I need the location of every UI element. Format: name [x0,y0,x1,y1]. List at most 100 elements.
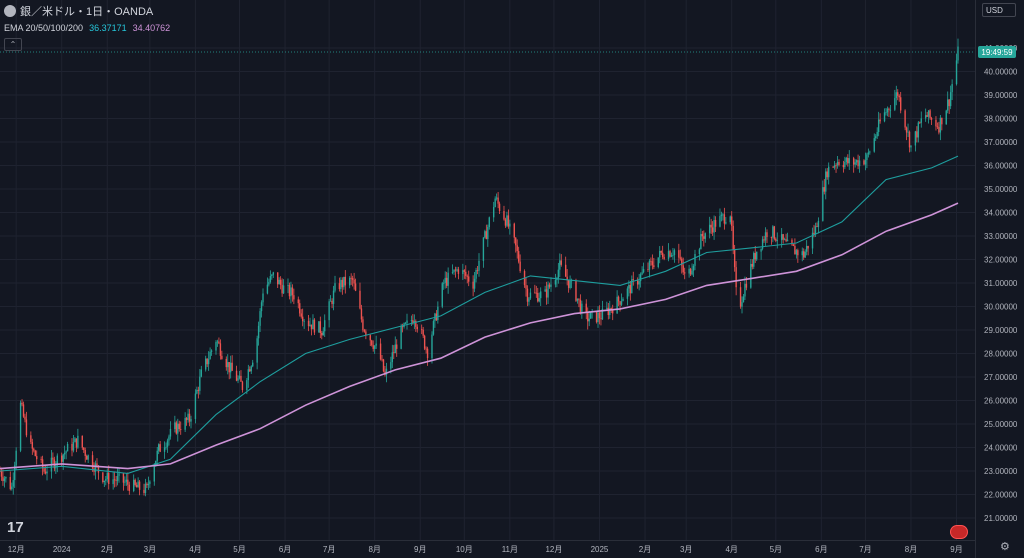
candle-body [404,322,407,324]
candle-body [157,444,160,451]
candle-body [83,447,85,451]
candle-body [128,484,131,491]
candle-body [381,359,383,361]
candle-body [822,187,824,221]
candle-body [897,92,899,96]
candle-body [340,279,342,290]
currency-selector[interactable]: USD [982,3,1016,17]
candle-body [359,290,361,309]
candle-body [864,160,867,165]
x-tick-label: 9月 [414,545,426,554]
candle-body [15,450,17,466]
candle-body [369,335,371,341]
y-tick-label: 22.00000 [984,491,1018,500]
candle-body [25,419,28,436]
candle-body [444,277,446,283]
tradingview-logo-icon[interactable]: 17 [7,519,24,536]
candle-body [297,299,299,304]
candle-body [873,138,875,152]
candle-body [663,256,665,259]
candle-body [447,272,449,286]
candle-body [710,224,712,228]
candle-body [194,393,197,420]
candle-body [52,457,54,460]
candle-body [576,298,579,301]
candle-body [218,341,220,344]
candle-body [175,422,178,434]
candle-body [535,292,538,294]
candle-body [919,122,921,124]
candle-body [462,270,464,274]
us-flag-icon[interactable] [950,525,968,539]
candle-body [832,166,834,168]
symbol-title[interactable]: 銀／米ドル・1日・OANDA [20,6,154,18]
candle-body [118,473,120,476]
x-tick-label: 10月 [456,545,473,554]
candle-body [622,298,624,302]
candle-body [360,308,363,320]
candle-body [540,291,542,299]
candle-body [701,233,704,237]
candle-body [138,481,141,490]
gear-icon[interactable]: ⚙ [1000,541,1010,553]
candle-body [205,358,207,370]
x-tick-label: 3月 [144,545,156,554]
candle-body [610,308,612,310]
candle-body [476,269,479,271]
candle-body [813,232,815,235]
candle-body [137,481,139,488]
candle-body [24,416,26,420]
ema-label[interactable]: EMA 20/50/100/200 [4,23,84,33]
candle-body [262,293,264,303]
candle-body [487,227,489,240]
candle-body [353,279,355,284]
x-tick-label: 2月 [101,545,113,554]
candle-body [348,277,351,286]
candle-body [515,237,517,246]
candle-body [390,362,392,369]
candle-body [221,355,223,359]
candle-body [930,118,933,120]
candle-body [431,334,433,359]
y-tick-label: 36.00000 [984,162,1018,171]
candle-body [772,226,774,238]
candle-body [739,287,742,307]
candle-body [838,161,840,165]
candle-body [750,263,752,288]
candle-body [629,284,632,294]
candle-body [494,198,496,208]
candle-body [842,164,845,168]
candle-body [660,250,662,253]
candle-body [147,483,150,486]
candle-body [948,99,950,107]
candle-body [866,154,868,161]
candle-body [585,303,587,313]
chevron-up-icon[interactable]: ⌃ [4,38,22,51]
candle-body [122,473,125,483]
candle-body [632,279,634,281]
ema-legend: EMA 20/50/100/200 36.37171 34.40762 [4,23,170,33]
candle-body [451,272,454,273]
candle-body [703,236,705,239]
candle-body [238,375,241,379]
candle-body [753,253,755,267]
candle-body [153,466,155,482]
candle-body [415,321,417,327]
candle-body [124,481,126,483]
candle-body [227,362,229,368]
candle-body [71,444,73,451]
candle-body [406,320,408,323]
candle-body [260,302,263,312]
candle-body [670,255,673,257]
candle-body [36,456,38,460]
candle-body [651,261,654,266]
candle-body [163,447,166,452]
candle-body [711,227,714,233]
candle-body [567,279,570,288]
candle-body [391,352,394,363]
candle-body [817,220,820,228]
candle-body [256,338,258,363]
candle-body [844,161,846,168]
candle-body [914,131,917,146]
